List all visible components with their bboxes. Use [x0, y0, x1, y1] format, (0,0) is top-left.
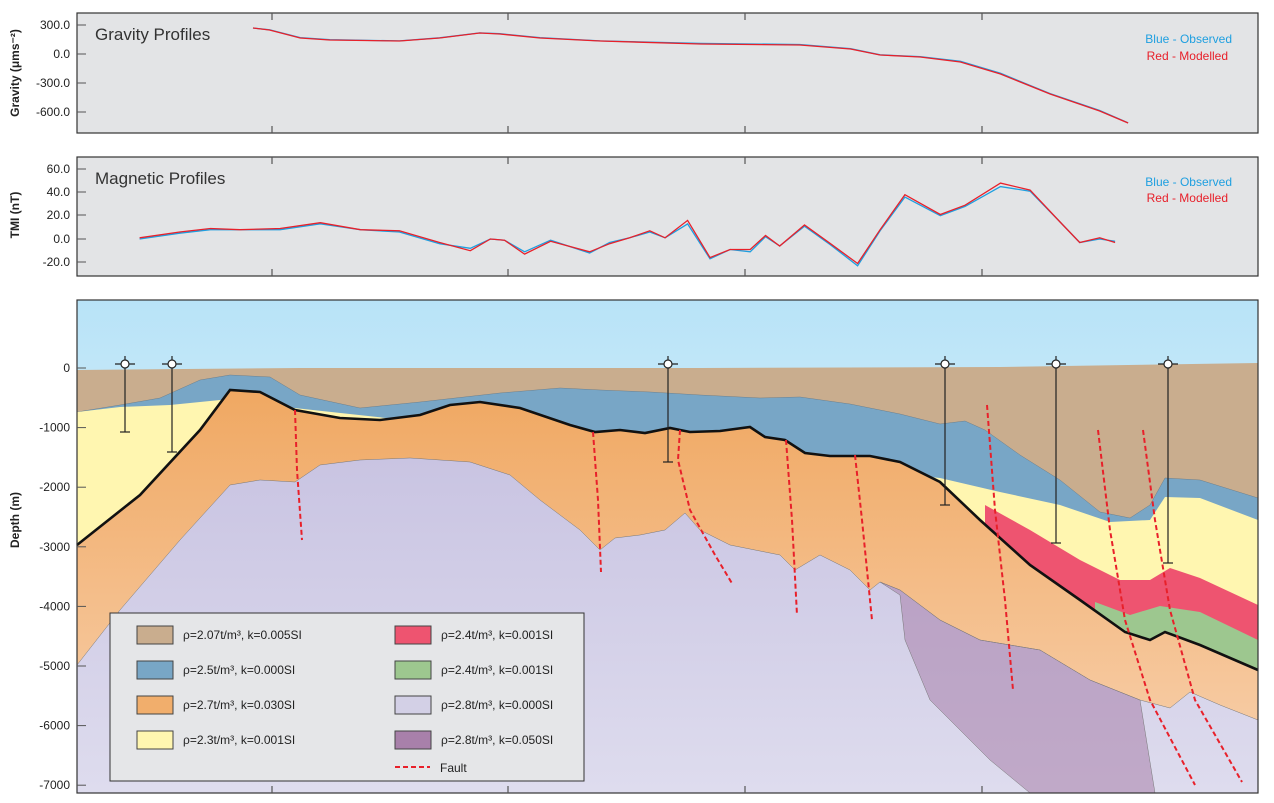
y-tick: -600.0 [36, 105, 70, 119]
y-tick: 40.0 [47, 185, 71, 199]
depth-tick: -6000 [39, 719, 70, 733]
chart-title: Magnetic Profiles [95, 169, 225, 188]
fault-line [592, 431, 602, 573]
legend-label: ρ=2.3t/m³, k=0.001SI [183, 733, 295, 747]
fault-legend-label: Fault [440, 761, 467, 775]
borehole [162, 356, 182, 453]
legend-label: ρ=2.4t/m³, k=0.001SI [441, 663, 553, 677]
legend-swatch [136, 695, 174, 715]
legend-label: ρ=2.5t/m³, k=0.000SI [183, 663, 295, 677]
legend-label: ρ=2.07t/m³, k=0.005SI [183, 628, 302, 642]
legend-observed: Blue - Observed [1145, 175, 1232, 189]
legend-label: ρ=2.8t/m³, k=0.050SI [441, 733, 553, 747]
depth-tick: -2000 [39, 480, 70, 494]
y-tick: 60.0 [47, 162, 71, 176]
legend: ρ=2.07t/m³, k=0.005SI ρ=2.5t/m³, k=0.000S… [109, 612, 585, 782]
cross-section: 0 -1000 -2000 -3000 -4000 -5000 -6000 -7000 Dep… [8, 299, 1259, 794]
legend-swatch [394, 730, 432, 750]
y-tick: -20.0 [43, 255, 71, 269]
layer-magnetic-body [879, 581, 1156, 794]
gravity-panel: 300.0 0.0 -300.0 -600.0 Gravity (μms⁻²) … [8, 12, 1259, 134]
basement-contact-line [76, 388, 1259, 672]
y-axis-label: TMI (nT) [8, 192, 22, 239]
fault-line [854, 454, 873, 621]
modelled-line [252, 27, 1129, 124]
legend-swatch [394, 660, 432, 680]
legend-label: ρ=2.4t/m³, k=0.001SI [441, 628, 553, 642]
fault-line [294, 409, 303, 541]
fault-line [1097, 429, 1196, 786]
legend-swatch [136, 660, 174, 680]
y-axis-label: Gravity (μms⁻²) [8, 29, 22, 117]
fault-line [986, 404, 1014, 691]
depth-tick: -3000 [39, 540, 70, 554]
legend-swatch [136, 730, 174, 750]
legend-label: ρ=2.7t/m³, k=0.030SI [183, 698, 295, 712]
borehole [1046, 356, 1066, 544]
legend-modelled: Red - Modelled [1147, 49, 1228, 63]
fault-line [785, 439, 798, 616]
depth-tick: -1000 [39, 421, 70, 435]
legend-swatch [394, 695, 432, 715]
legend-label: ρ=2.8t/m³, k=0.000SI [441, 698, 553, 712]
modelled-line [139, 182, 1116, 265]
borehole [935, 356, 955, 506]
fault-line [676, 429, 734, 586]
legend-swatch [136, 625, 174, 645]
legend-observed: Blue - Observed [1145, 32, 1232, 46]
borehole [115, 356, 135, 433]
fault-line [1142, 429, 1243, 783]
y-tick: 0.0 [53, 47, 70, 61]
y-tick: 0.0 [53, 232, 70, 246]
y-tick: 20.0 [47, 208, 71, 222]
magnetic-panel: 60.0 40.0 20.0 0.0 -20.0 TMI (nT) Magnet… [8, 156, 1259, 277]
chart-title: Gravity Profiles [95, 25, 210, 44]
depth-tick: -5000 [39, 659, 70, 673]
y-tick: -300.0 [36, 76, 70, 90]
borehole [658, 356, 678, 463]
depth-tick: 0 [63, 361, 70, 375]
legend-modelled: Red - Modelled [1147, 191, 1228, 205]
legend-swatch [394, 625, 432, 645]
depth-axis-label: Depth (m) [8, 492, 22, 548]
depth-tick: -4000 [39, 599, 70, 613]
borehole [1158, 356, 1178, 564]
depth-tick: -7000 [39, 778, 70, 792]
y-tick: 300.0 [40, 18, 70, 32]
